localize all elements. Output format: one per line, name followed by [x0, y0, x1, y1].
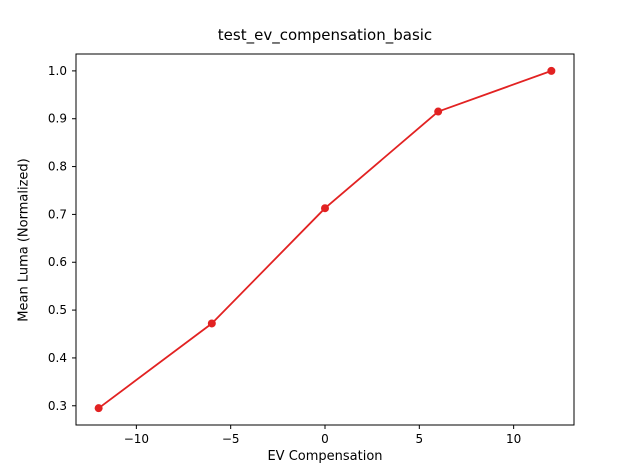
y-tick-label: 1.0 [48, 64, 67, 78]
y-tick-label: 0.6 [48, 255, 67, 269]
y-tick-label: 0.8 [48, 160, 67, 174]
data-point [207, 319, 216, 328]
data-point [94, 404, 103, 413]
x-axis-label: EV Compensation [267, 449, 383, 464]
y-tick-label: 0.5 [48, 303, 67, 317]
x-tick-label: 0 [321, 432, 329, 446]
y-tick-label: 0.7 [48, 207, 67, 221]
x-tick-label: 5 [415, 432, 423, 446]
data-point [321, 204, 329, 213]
x-tick-label: 10 [506, 432, 521, 446]
data-point [547, 66, 556, 75]
y-tick-label: 0.9 [48, 112, 67, 126]
x-tick-label: −10 [124, 432, 149, 446]
x-tick-label: −5 [222, 432, 240, 446]
chart-title: test_ev_compensation_basic [217, 26, 433, 44]
data-point [434, 107, 443, 116]
y-tick-label: 0.3 [48, 399, 67, 413]
y-tick-label: 0.4 [48, 351, 67, 365]
y-axis-label: Mean Luma (Normalized) [16, 158, 32, 322]
